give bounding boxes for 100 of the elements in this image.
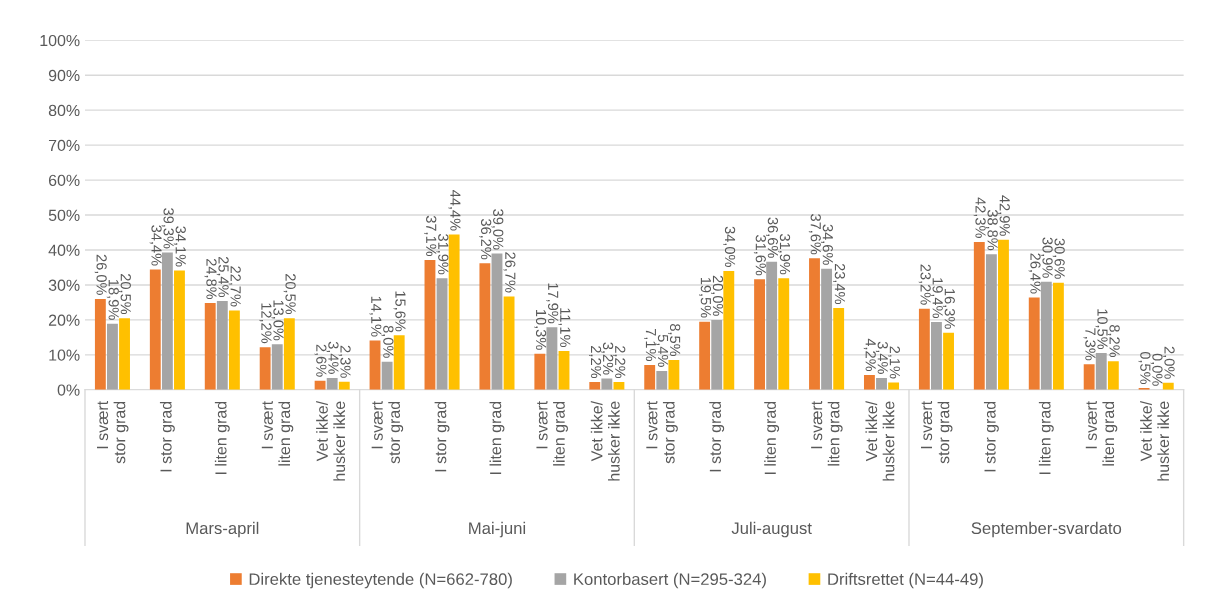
x-tick-label: I liten grad (214, 401, 230, 474)
bar (546, 327, 558, 390)
data-label: 10,5% (1095, 309, 1108, 350)
bar (589, 382, 601, 390)
data-label: 42,3% (973, 197, 986, 238)
x-tick-label: I svært liten grad (261, 401, 294, 466)
y-tick-label: 60% (48, 174, 80, 187)
y-tick-label: 40% (48, 244, 80, 256)
data-label: 20,5% (118, 274, 131, 315)
data-label: 39,3% (161, 208, 174, 249)
data-label: 3,4% (875, 341, 888, 374)
x-tick-label: I svært liten grad (811, 401, 843, 466)
bar (119, 318, 130, 390)
bar (161, 252, 173, 390)
bar (94, 298, 106, 390)
data-label: 39,0% (491, 209, 504, 250)
data-label: 34,6% (820, 224, 833, 265)
x-tick-label: I stor grad (159, 401, 175, 472)
text: September-svardato (971, 521, 1122, 538)
bar (1083, 364, 1095, 390)
bar (601, 378, 613, 390)
data-label: 11,1% (558, 308, 571, 347)
bar (668, 360, 680, 390)
bar (534, 353, 546, 390)
data-label: 24,8% (204, 259, 217, 300)
data-label: 38,8% (985, 209, 998, 251)
data-label: 23,2% (918, 264, 931, 305)
data-label: 19,5% (698, 277, 712, 318)
data-label: 5,4% (656, 334, 669, 367)
x-tick-label: I svært stor grad (646, 401, 678, 464)
x-tick-label: Vet ikke/ husker ikke (1140, 400, 1170, 481)
bar (723, 270, 735, 390)
data-label: 2,2% (589, 346, 602, 379)
bar (918, 308, 930, 390)
data-label: 37,1% (424, 215, 437, 257)
data-label: 23,4% (833, 263, 846, 304)
data-label: 42,9% (997, 195, 1010, 236)
data-label: 17,9% (546, 283, 559, 324)
x-tick-label: I svært stor grad (920, 401, 953, 464)
bar (107, 323, 118, 390)
data-label: 20,0% (711, 275, 724, 316)
bar (985, 254, 997, 390)
x-tick-label: Vet ikke/ husker ikke (865, 400, 895, 481)
data-label: 8,2% (1107, 325, 1120, 358)
data-label: 2,1% (887, 346, 901, 379)
y-tick-label: 0% (57, 384, 80, 396)
data-label: 8,5% (668, 323, 681, 357)
bar (809, 258, 820, 390)
bar (381, 361, 393, 390)
bar (436, 278, 448, 390)
bar (283, 318, 295, 390)
bar (699, 321, 711, 390)
bar (656, 370, 668, 390)
data-label: 31,9% (436, 234, 449, 275)
bar (613, 382, 625, 390)
y-tick-label: 50% (48, 209, 80, 221)
bar (174, 270, 185, 390)
bar (228, 310, 240, 390)
data-label: 7,3% (1083, 328, 1096, 361)
data-label: 0,5% (1138, 351, 1151, 385)
bar (754, 279, 765, 390)
data-label: 2,3% (338, 345, 351, 378)
data-label: 19,4% (930, 278, 943, 318)
bar (424, 260, 436, 390)
bar (888, 382, 900, 390)
y-tick-label: 100% (40, 34, 80, 47)
y-tick-label: 70% (48, 139, 80, 152)
legend-label: Driftsrettet (N=44-49) (828, 572, 983, 589)
bar (491, 253, 503, 390)
legend-label: Kontorbasert (N=295-324) (574, 572, 766, 589)
data-label: 0,0% (1150, 353, 1163, 386)
bar (216, 301, 228, 390)
bar (833, 308, 845, 390)
data-label: 26,0% (94, 254, 107, 295)
data-label: 12,2% (259, 303, 272, 344)
data-label: 15,6% (393, 291, 406, 332)
bar (778, 278, 790, 390)
y-tick-label: 20% (48, 314, 80, 326)
bar (821, 268, 833, 390)
data-label: 34,4% (149, 225, 162, 266)
text: Juli-august (731, 521, 812, 538)
data-label: 13,0% (271, 300, 284, 341)
data-label: 3,4% (326, 341, 339, 374)
bar (876, 377, 887, 390)
x-tick-label: Vet ikke/ husker ikke (590, 400, 620, 481)
data-label: 26,7% (503, 252, 516, 293)
data-label: 36,6% (766, 217, 779, 258)
x-tick-label: I svært liten grad (536, 401, 568, 466)
bar (863, 375, 875, 390)
bar (326, 377, 338, 390)
data-label: 7,1% (644, 328, 657, 361)
bar (998, 239, 1009, 390)
bar (393, 335, 405, 390)
data-label: 3,2% (601, 342, 614, 375)
data-label: 44,4% (448, 190, 461, 231)
data-label: 30,9% (1040, 237, 1053, 278)
x-tick-label: I liten grad (489, 401, 505, 474)
data-label: 36,2% (479, 218, 492, 260)
x-tick-label: I svært stor grad (371, 401, 404, 464)
bar (204, 303, 216, 390)
